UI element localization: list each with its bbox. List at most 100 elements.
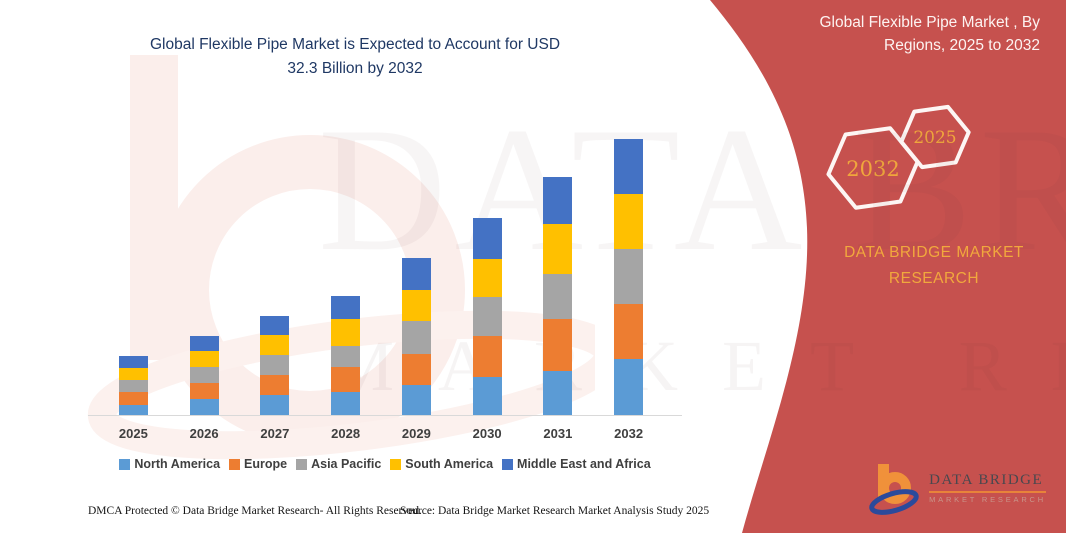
bar-slot	[381, 96, 452, 415]
bar-segment	[260, 355, 290, 375]
bar-segment	[472, 297, 502, 337]
legend: North America Europe Asia Pacific South Ame…	[88, 457, 682, 471]
bar-segment	[118, 367, 148, 380]
bar-segment	[189, 335, 219, 352]
banner-shape: 2032 2025	[710, 0, 1066, 533]
bar-segment	[543, 319, 573, 371]
bar-segment	[614, 303, 644, 360]
bar-segment	[614, 359, 644, 415]
footer-dmca-text: DMCA Protected © Data Bridge Market Rese…	[88, 505, 422, 517]
bar-segment	[331, 319, 361, 346]
x-axis-label: 2032	[614, 426, 644, 441]
bar-slot	[98, 96, 169, 415]
x-axis-line	[88, 415, 682, 416]
hexagon-2032-label: 2032	[846, 157, 899, 181]
bar-segment	[543, 224, 573, 274]
bar-segment	[331, 391, 361, 415]
x-axis-label: 2028	[331, 426, 361, 441]
bar-segment	[401, 385, 431, 415]
x-axis-label: 2026	[189, 426, 219, 441]
bar-segment	[189, 398, 219, 415]
legend-item: South America	[390, 457, 493, 471]
x-axis-label: 2031	[543, 426, 573, 441]
bar-segment	[118, 404, 148, 415]
chart-title-line2: 32.3 Billion by 2032	[287, 60, 423, 78]
bar-segment	[260, 374, 290, 396]
banner-heading: Global Flexible Pipe Market , By Regions…	[758, 11, 1040, 58]
bar-segment	[331, 345, 361, 368]
stacked-bar-2028	[331, 296, 361, 415]
banner-brand-line2: RESEARCH	[888, 270, 980, 288]
hexagon-2025-label: 2025	[913, 128, 956, 148]
bar-slot	[593, 96, 664, 415]
logo-rule	[929, 491, 1046, 493]
bar-slot	[523, 96, 594, 415]
bar-segment	[260, 315, 290, 336]
bar-slot	[452, 96, 523, 415]
legend-swatch	[229, 458, 241, 470]
bar-segment	[401, 257, 431, 291]
bar-segment	[260, 335, 290, 356]
bar-segment	[614, 138, 644, 194]
databridge-logo: DATA BRIDGE MARKET RESEARCH	[869, 461, 1046, 515]
x-axis-label: 2030	[472, 426, 502, 441]
x-axis-label: 2029	[401, 426, 431, 441]
chart-title-line1: Global Flexible Pipe Market is Expected …	[149, 36, 561, 53]
x-axis-label: 2025	[118, 426, 148, 441]
legend-swatch	[119, 458, 131, 470]
bar-segment	[260, 395, 290, 415]
bars-area	[98, 96, 664, 415]
x-axis-label: 2027	[260, 426, 290, 441]
stacked-bar-2031	[543, 177, 573, 415]
bar-slot	[240, 96, 311, 415]
bar-segment	[118, 355, 148, 368]
legend-swatch	[390, 458, 402, 470]
stacked-bar-2030	[472, 217, 502, 415]
bar-segment	[472, 377, 502, 415]
legend-item: Europe	[229, 457, 287, 471]
databridge-logo-text: DATA BRIDGE MARKET RESEARCH	[929, 472, 1046, 504]
legend-label: Middle East and Africa	[517, 457, 651, 471]
bar-segment	[331, 367, 361, 392]
bar-segment	[189, 367, 219, 384]
legend-item: North America	[119, 457, 220, 471]
banner-brand-text: DATA BRIDGE MARKET RESEARCH	[828, 240, 1040, 293]
banner-heading-line1: Global Flexible Pipe Market , By	[819, 14, 1040, 31]
chart-title: Global Flexible Pipe Market is Expected …	[90, 33, 620, 81]
hexagon-2025	[899, 104, 971, 170]
stacked-bar-2026	[189, 335, 219, 415]
bar-slot	[169, 96, 240, 415]
legend-label: Asia Pacific	[311, 457, 382, 471]
bar-segment	[118, 379, 148, 392]
legend-item: Middle East and Africa	[502, 457, 651, 471]
stacked-bar-2032	[614, 138, 644, 415]
bar-segment	[543, 177, 573, 225]
bar-segment	[472, 336, 502, 378]
x-axis-labels: 2025 2026 2027 2028 2029 2030 2031 2032	[98, 426, 664, 441]
logo-subtitle: MARKET RESEARCH	[929, 494, 1046, 504]
bar-segment	[401, 353, 431, 386]
legend-item: Asia Pacific	[296, 457, 381, 471]
hexagon-2032	[826, 126, 920, 210]
bar-segment	[472, 217, 502, 259]
banner-heading-line2: Regions, 2025 to 2032	[884, 37, 1040, 55]
banner-brand-line1: DATA BRIDGE MARKET	[844, 244, 1024, 261]
bar-segment	[118, 391, 148, 405]
stacked-bar-2025	[118, 355, 148, 415]
bar-segment	[401, 290, 431, 322]
bar-segment	[543, 273, 573, 320]
logo-name: DATA BRIDGE	[929, 472, 1044, 489]
databridge-logo-icon	[869, 464, 919, 515]
bar-segment	[189, 351, 219, 368]
legend-swatch	[502, 458, 514, 470]
legend-label: South America	[405, 457, 494, 471]
legend-swatch	[296, 458, 308, 470]
bar-segment	[331, 296, 361, 320]
stacked-bar-2027	[260, 315, 290, 415]
bar-slot	[310, 96, 381, 415]
bar-segment	[614, 193, 644, 250]
stacked-bar-2029	[401, 257, 431, 415]
footer-source-text: Source: Data Bridge Market Research Mark…	[400, 505, 710, 517]
bar-segment	[543, 370, 573, 415]
